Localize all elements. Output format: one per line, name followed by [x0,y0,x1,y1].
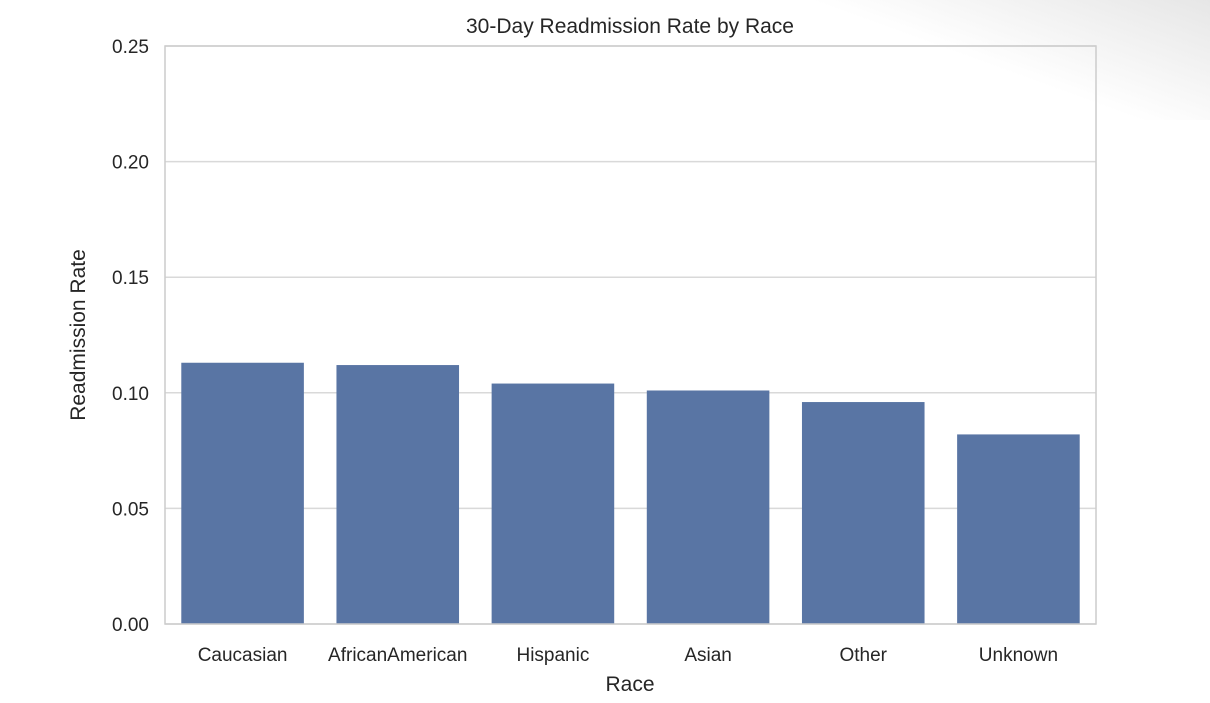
plot-frame [164,45,1097,625]
y-tick-label: 0.10 [112,384,149,405]
y-tick-label: 0.00 [112,615,149,636]
y-tick-label: 0.25 [112,37,149,58]
bar-caucasian [181,362,304,624]
bar-unknown [957,434,1080,624]
bar-other [801,402,925,624]
y-tick-labels: 0.00 0.05 0.10 0.15 0.20 0.25 [112,37,149,636]
bar-asian [646,390,770,624]
x-tick-label: AfricanAmerican [328,645,467,666]
bar-africanamerican [336,365,460,624]
bar-hispanic [491,383,615,624]
x-axis-label: Race [605,673,654,696]
x-tick-label: Caucasian [198,645,288,666]
y-tick-label: 0.15 [112,268,149,289]
x-tick-labels: Caucasian AfricanAmerican Hispanic Asian Oth… [198,645,1058,666]
y-axis-label: Readmission Rate [67,249,90,421]
x-tick-label: Asian [684,645,732,666]
y-tick-label: 0.20 [112,153,149,174]
x-tick-label: Hispanic [516,645,589,666]
grid-lines [165,45,1096,625]
bars [181,362,1080,624]
x-tick-label: Other [839,645,887,666]
y-tick-label: 0.05 [112,499,149,520]
chart-title: 30-Day Readmission Rate by Race [466,15,794,38]
x-tick-label: Unknown [979,645,1058,666]
